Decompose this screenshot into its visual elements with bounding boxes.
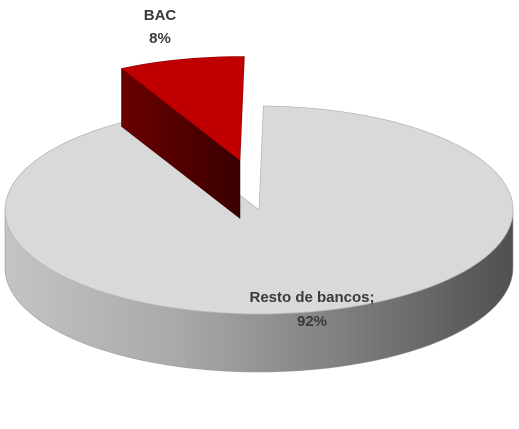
- slice-resto-de-bancos: Resto de bancos; 92%: [4, 105, 514, 373]
- label-resto-value: 92%: [297, 313, 327, 330]
- label-bac-value: 8%: [149, 30, 171, 47]
- slice-resto-top: [4, 105, 514, 315]
- label-bac-name: BAC: [144, 7, 177, 24]
- slice-bac: BAC 8%: [120, 7, 245, 220]
- label-resto-name: Resto de bancos;: [249, 289, 374, 306]
- slice-bac-top: [120, 56, 245, 162]
